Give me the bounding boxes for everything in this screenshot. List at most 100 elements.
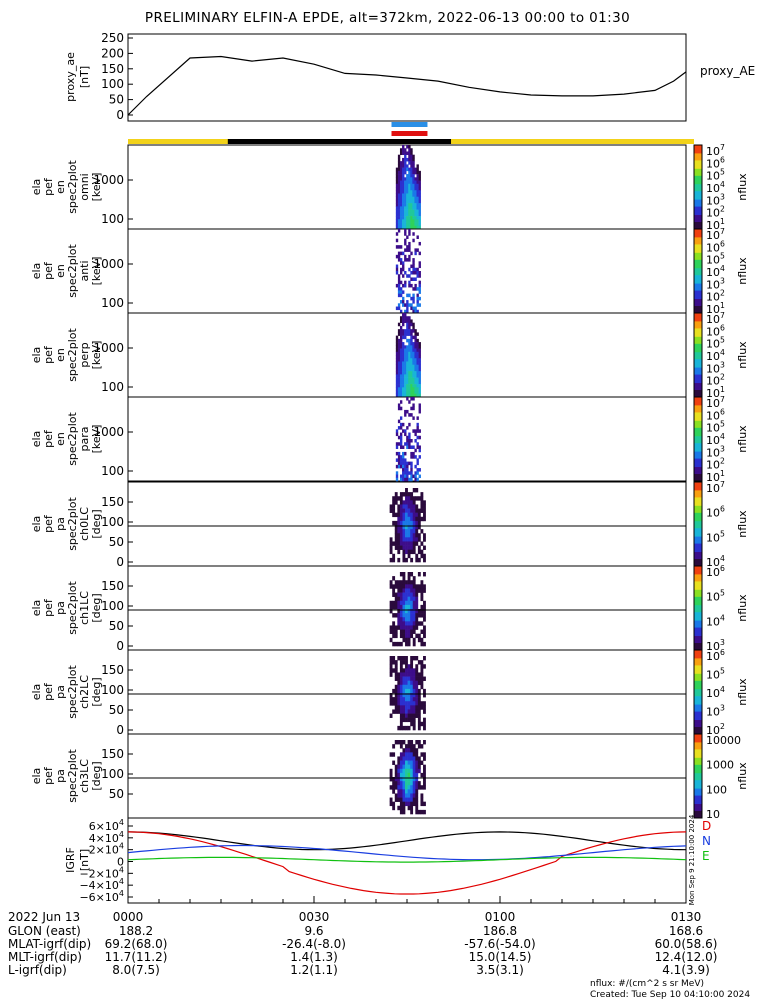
colorbar-segment [694,318,702,321]
colorbar-segment [694,528,702,531]
pa-spectrogram-pixel [394,781,398,786]
pa-spectrogram-pixel [402,748,406,753]
spectrogram-pixel [406,196,409,201]
spectrogram-pixel [416,371,419,375]
pa-spectrogram-pixel [415,764,419,770]
colorbar-segment [694,559,702,561]
spectrogram-pixel [397,458,401,462]
spectrogram-pixel [418,403,421,407]
spectrogram-pixel [408,374,411,378]
spectrogram-pixel [412,335,415,340]
colorbar-segment [694,376,702,378]
pa-spectrogram-pixel [402,584,406,589]
spectrogram-pixel [395,170,399,175]
pa-spectrogram-pixel [405,557,408,563]
spectrogram-pixel [397,174,401,178]
spectrogram-pixel [408,355,411,359]
spectrogram-pixel [414,309,417,314]
spectrogram-pixel [410,397,413,401]
energy-panel-1-ylabel-0: ela [30,263,43,280]
spectrogram-pixel [416,468,419,472]
colorbar-segment [694,432,702,434]
spectrogram-pixel [406,377,409,382]
pa-spectrogram-pixel [415,592,419,597]
pa-spectrogram-pixel [417,688,421,694]
pa-spectrogram-pixel [399,684,403,690]
spectrogram-pixel [416,225,419,230]
colorbar-segment [694,327,702,329]
spectrogram-pixel [414,267,417,272]
spectrogram-pixel [404,193,407,197]
spectrogram-pixel [410,264,413,269]
pa-spectrogram-pixel [412,705,416,710]
spectrogram-pixel [414,377,417,382]
pa-spectrogram-pixel [402,693,406,698]
pa-spectrogram-pixel [423,688,426,694]
spectrogram-pixel [397,157,401,162]
pa-spectrogram-pixel [412,549,416,555]
colorbar-segment [694,250,702,252]
pa-spectrogram-pixel [423,588,426,593]
pa-spectrogram-pixel [410,621,414,626]
pa-spectrogram-pixel [399,764,403,770]
pa-spectrogram-pixel [405,760,408,765]
spectrogram-pixel [416,303,419,307]
spectrogram-pixel [410,451,413,456]
spectrogram-pixel [404,203,407,207]
spectrogram-pixel [406,393,409,398]
pa-panel-0-ylabel-5: [deg] [90,509,103,538]
spectrogram-pixel [408,329,411,333]
spectrogram-pixel [412,455,415,459]
pa-spectrogram-pixel [402,752,406,757]
pa-spectrogram-pixel [397,740,401,745]
spectrogram-pixel [397,161,401,165]
pa-spectrogram-pixel [415,633,419,639]
spectrogram-pixel [404,258,407,262]
spectrogram-pixel [408,332,411,336]
pa-spectrogram-pixel [420,609,424,614]
spectrogram-pixel [404,380,407,385]
pa-spectrogram-pixel [423,533,426,538]
spectrogram-pixel [397,287,401,291]
spectrogram-pixel [418,429,421,433]
pa-spectrogram-pixel [397,541,401,546]
spectrogram-pixel [399,380,403,385]
pa-spectrogram-pixel [410,697,414,702]
pa-spectrogram-pixel [399,600,403,606]
pa-spectrogram-pixel [420,604,424,610]
colorbar-segment [694,416,702,419]
spectrogram-pixel [402,225,405,230]
spectrogram-pixel [397,387,401,391]
pa-spectrogram-pixel [420,801,424,807]
spectrogram-pixel [412,277,415,281]
colorbar-segment [694,229,702,231]
colorbar-segment [694,532,702,535]
spectrogram-pixel [418,251,421,256]
spectrogram-pixel [402,458,405,462]
spectrogram-pixel [416,196,419,201]
spectrogram-pixel [399,442,403,446]
colorbar-segment [694,194,702,196]
pa-spectrogram-pixel [397,785,401,790]
spectrogram-pixel [412,190,415,194]
pa-spectrogram-pixel [410,693,414,698]
colorbar-tick-label: 105 [706,667,725,682]
pa-spectrogram-pixel [402,633,406,639]
pa-spectrogram-pixel [420,793,424,798]
colorbar-segment [694,510,702,512]
pa-spectrogram-pixel [407,596,411,602]
spectrogram-pixel [410,329,413,333]
pa-spectrogram-pixel [394,688,398,694]
spectrogram-pixel [395,219,399,223]
pa-spectrogram-pixel [417,545,421,550]
pa-spectrogram-pixel [389,604,393,610]
spectrogram-pixel [414,283,417,288]
spectrogram-pixel [416,174,419,178]
spectrogram-pixel [397,293,401,298]
pa-spectrogram-pixel [397,588,401,593]
spectrogram-pixel [402,157,405,162]
spectrogram-pixel [402,206,405,210]
pa-spectrogram-pixel [420,701,424,706]
colorbar-segment [694,812,702,815]
colorbar-segment [694,652,702,655]
